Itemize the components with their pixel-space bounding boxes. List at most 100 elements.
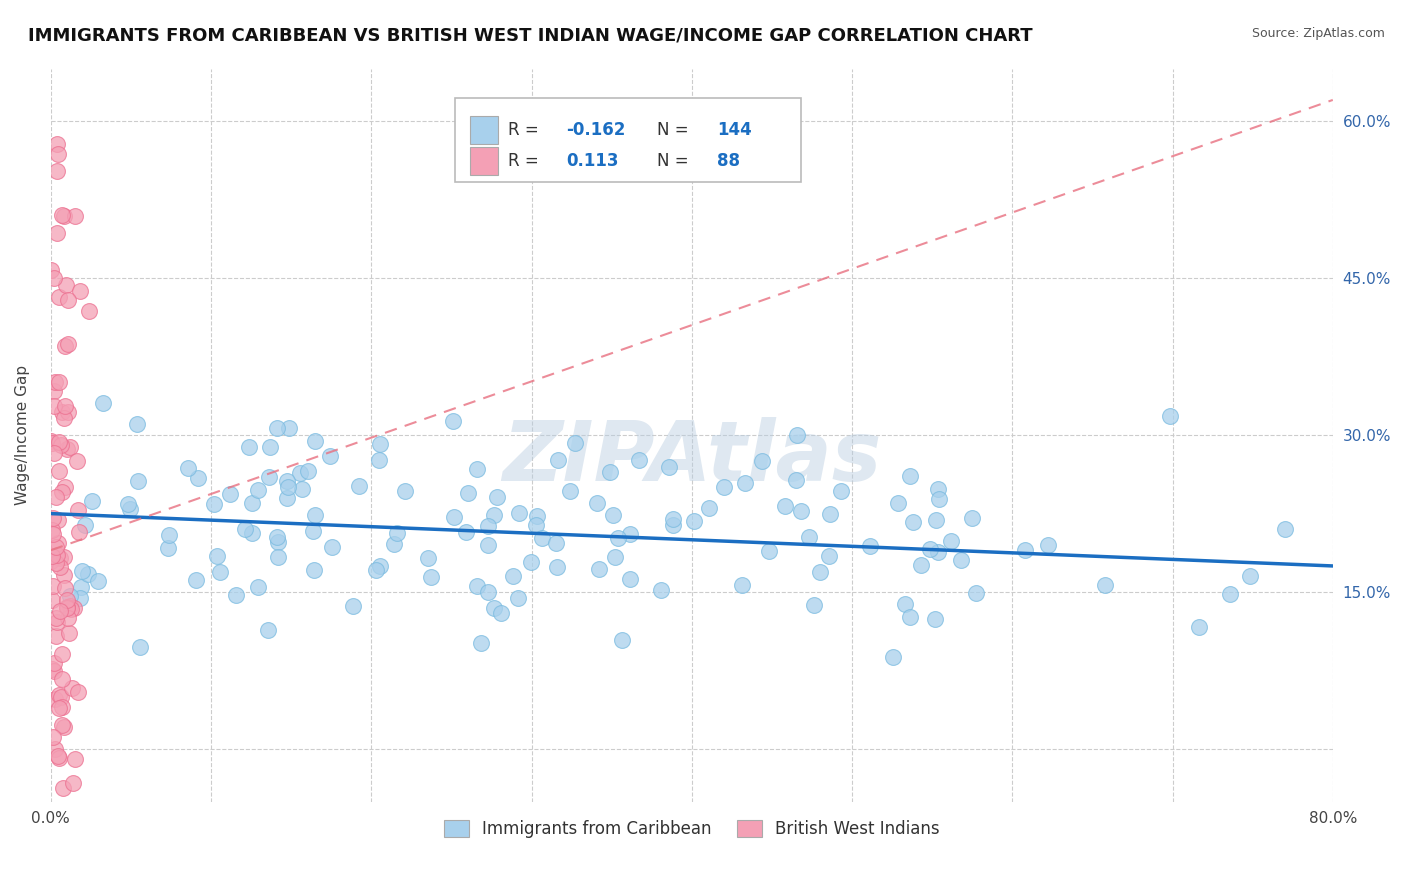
Point — [56, 611, 79, 625]
Point — [63, 209, 86, 223]
Point — [65, 752, 87, 766]
Point — [51, 700, 73, 714]
Point — [387, 525, 409, 540]
Point — [41, 549, 63, 563]
Point — [70, 581, 93, 595]
Point — [41, 662, 63, 676]
Point — [758, 544, 780, 558]
Point — [238, 440, 260, 454]
Point — [786, 428, 808, 442]
Point — [304, 434, 326, 449]
Text: Source: ZipAtlas.com: Source: ZipAtlas.com — [1251, 27, 1385, 40]
Point — [599, 465, 621, 479]
Point — [53, 338, 76, 352]
Point — [257, 624, 280, 638]
Point — [751, 454, 773, 468]
Point — [247, 580, 270, 594]
Point — [603, 549, 626, 564]
Point — [924, 612, 946, 626]
Point — [49, 437, 72, 451]
Point — [55, 480, 77, 494]
Point — [364, 564, 387, 578]
Y-axis label: Wage/Income Gap: Wage/Income Gap — [15, 365, 30, 505]
Point — [830, 484, 852, 499]
Point — [48, 290, 70, 304]
Point — [75, 518, 97, 533]
Point — [77, 567, 100, 582]
Point — [502, 569, 524, 583]
Text: R =: R = — [509, 152, 544, 170]
Point — [610, 633, 633, 648]
Point — [51, 647, 73, 661]
Point — [267, 549, 290, 564]
Point — [319, 450, 342, 464]
Point — [48, 751, 70, 765]
Point — [46, 146, 69, 161]
Point — [683, 514, 706, 528]
Point — [91, 396, 114, 410]
Text: 88: 88 — [717, 152, 741, 170]
Point — [117, 497, 139, 511]
Point — [48, 435, 70, 450]
Point — [304, 508, 326, 522]
Point — [42, 511, 65, 525]
Point — [240, 495, 263, 509]
Text: ZIPAtlas: ZIPAtlas — [502, 417, 882, 498]
Point — [266, 530, 288, 544]
Point — [44, 629, 66, 643]
Point — [370, 558, 392, 573]
Point — [606, 531, 628, 545]
Point — [51, 208, 73, 222]
Point — [44, 742, 66, 756]
Point — [277, 480, 299, 494]
Point — [53, 411, 76, 425]
Point — [291, 482, 314, 496]
Point — [818, 549, 841, 564]
Point — [477, 538, 499, 552]
Point — [49, 690, 72, 705]
Point — [1014, 542, 1036, 557]
Point — [619, 572, 641, 586]
Point — [53, 399, 76, 413]
Point — [418, 551, 440, 566]
Point — [347, 479, 370, 493]
Point — [588, 562, 610, 576]
Point — [486, 490, 509, 504]
Point — [367, 452, 389, 467]
Point — [45, 226, 67, 240]
Point — [118, 501, 141, 516]
Point — [456, 525, 478, 540]
Point — [52, 567, 75, 582]
Point — [48, 560, 70, 574]
Point — [59, 440, 82, 454]
Point — [925, 513, 948, 527]
Point — [662, 512, 685, 526]
Point — [734, 476, 756, 491]
Point — [928, 491, 950, 506]
Point — [773, 499, 796, 513]
Point — [477, 585, 499, 599]
Point — [564, 435, 586, 450]
Point — [53, 549, 76, 564]
Point — [70, 564, 93, 578]
Point — [59, 599, 82, 614]
Text: -0.162: -0.162 — [567, 121, 626, 139]
Point — [524, 517, 547, 532]
Point — [41, 434, 63, 449]
Point — [55, 600, 77, 615]
Point — [950, 553, 973, 567]
Point — [585, 496, 607, 510]
Point — [277, 421, 299, 435]
Point — [41, 554, 63, 568]
Point — [125, 417, 148, 431]
Point — [859, 539, 882, 553]
Point — [62, 775, 84, 789]
Point — [302, 563, 325, 577]
Point — [443, 510, 465, 524]
Point — [41, 592, 63, 607]
Point — [321, 540, 343, 554]
Point — [42, 656, 65, 670]
Point — [257, 469, 280, 483]
Point — [55, 599, 77, 614]
Point — [55, 593, 77, 607]
